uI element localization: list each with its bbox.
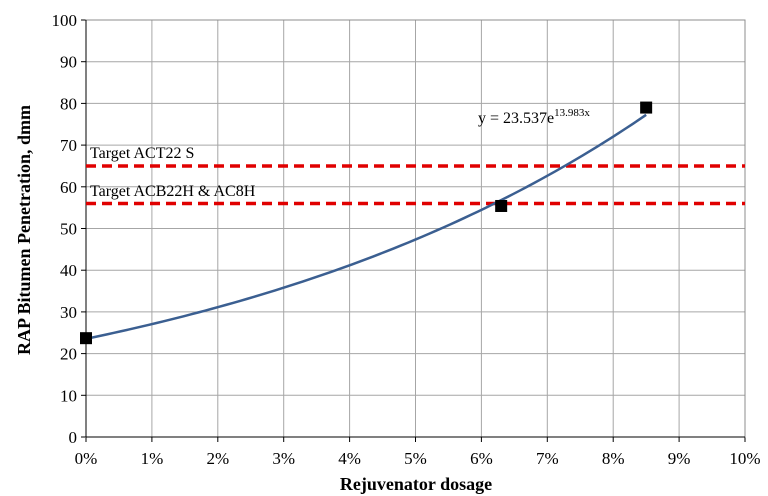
x-tick-label: 3% xyxy=(272,449,295,468)
y-tick-label: 90 xyxy=(60,53,77,72)
data-point-2 xyxy=(640,101,653,114)
data-point-1 xyxy=(495,199,508,212)
y-tick-label: 70 xyxy=(60,136,77,155)
x-tick-label: 8% xyxy=(602,449,625,468)
x-tick-label: 5% xyxy=(404,449,427,468)
y-tick-label: 20 xyxy=(60,345,77,364)
trendline-layer xyxy=(85,113,647,341)
x-tick-label: 10% xyxy=(729,449,760,468)
y-axis-title: RAP Bitumen Penetration, dmm xyxy=(14,105,34,355)
reference-line-label-act22s: Target ACT22 S xyxy=(90,145,194,162)
data-points xyxy=(80,101,653,345)
x-axis-title: Rejuvenator dosage xyxy=(340,474,492,494)
y-tick-label: 80 xyxy=(60,94,77,113)
y-tick-label: 30 xyxy=(60,303,77,322)
x-tick-label: 0% xyxy=(75,449,98,468)
x-tick-label: 4% xyxy=(338,449,361,468)
y-tick-label: 0 xyxy=(69,428,78,447)
x-tick-label: 6% xyxy=(470,449,493,468)
labels: Rejuvenator dosage RAP Bitumen Penetrati… xyxy=(14,105,590,494)
y-tick-label: 100 xyxy=(52,11,78,30)
reference-lines xyxy=(86,164,745,206)
x-tick-label: 1% xyxy=(141,449,164,468)
trendline-equation-base: y = 23.537e xyxy=(478,110,554,127)
x-tick-label: 9% xyxy=(668,449,691,468)
y-tick-label: 10 xyxy=(60,386,77,405)
y-tick-label: 50 xyxy=(60,220,77,239)
axes: 0% 1% 2% 3% 4% 5% 6% 7% 8% 9% 10% 0 10 20 30 40 50 60 70 80… xyxy=(52,11,761,468)
y-tick-label: 40 xyxy=(60,261,77,280)
reference-line-label-acb22h-ac8h: Target ACB22H & AC8H xyxy=(90,183,256,200)
grid-lines xyxy=(85,19,746,438)
trendline-equation-exponent: 13.983x xyxy=(554,107,590,119)
x-tick-label: 7% xyxy=(536,449,559,468)
x-tick-label: 2% xyxy=(206,449,229,468)
trendline xyxy=(85,113,647,341)
data-point-0 xyxy=(80,332,92,345)
trendline-equation: y = 23.537e13.983x xyxy=(478,107,590,127)
y-tick-label: 60 xyxy=(60,178,77,197)
